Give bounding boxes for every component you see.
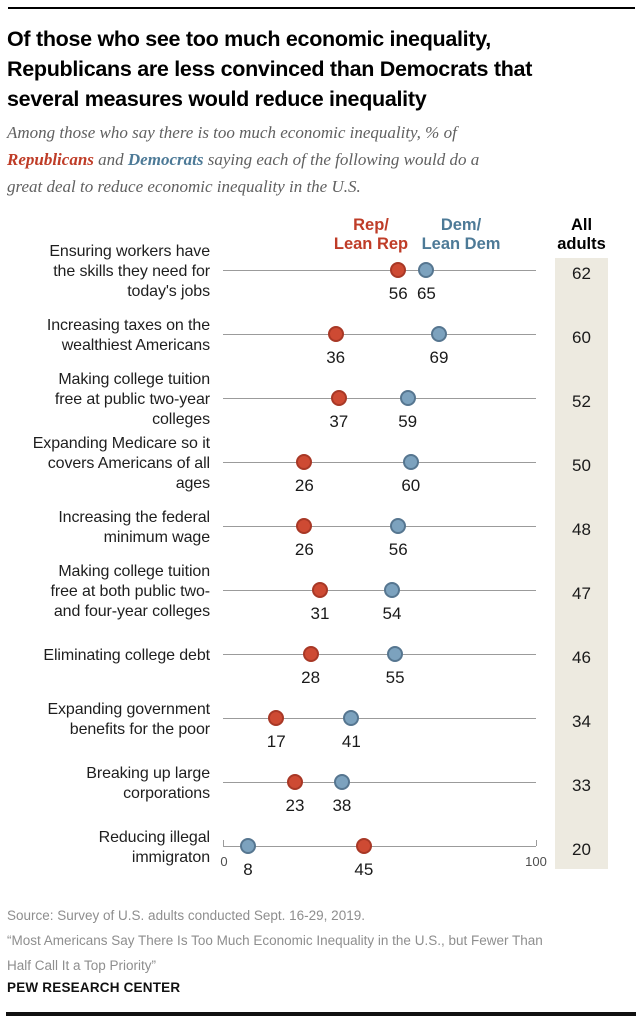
axis-tick-label: 0 (220, 854, 228, 869)
row-label: Ensuring workers have the skills they nee… (49, 243, 210, 300)
page-title: Of those who see too much economic inequ… (7, 27, 533, 111)
rep-dot (312, 582, 329, 598)
all-adults-value: 20 (572, 840, 591, 859)
rep-dot (296, 454, 313, 470)
rep-dot (296, 518, 313, 534)
row-line (223, 462, 536, 463)
subtitle-text: and (93, 150, 128, 169)
subtitle-text: great deal to reduce economic inequality… (7, 177, 361, 196)
bottom-divider (6, 1012, 636, 1016)
dem-dot (384, 582, 401, 598)
row-label: Expanding government benefits for the poo… (47, 701, 210, 738)
row-label: Reducing illegal immigraton (98, 829, 210, 866)
row-label: Increasing taxes on the wealthiest Americ… (46, 317, 210, 354)
subtitle-text: saying each of the following would do a (203, 150, 480, 169)
all-adults-value: 50 (572, 456, 591, 475)
all-adults-value: 34 (572, 712, 591, 731)
row-line (223, 654, 536, 655)
rep-value: 31 (310, 604, 330, 623)
all-adults-value: 46 (572, 648, 591, 667)
dem-dot (418, 262, 435, 278)
subtitle-dem-term: Democrats (127, 150, 204, 169)
dem-dot (390, 518, 407, 534)
axis-tick (223, 840, 224, 846)
row-label: Eliminating college debt (43, 647, 210, 664)
brand-name: PEW RESEARCH CENTER (7, 980, 181, 995)
dem-dot (333, 774, 350, 790)
row-line (223, 846, 536, 847)
row-line (223, 398, 536, 399)
all-adults-value: 52 (572, 392, 591, 411)
rep-dot (286, 774, 303, 790)
rep-dot (390, 262, 407, 278)
dem-value: 69 (429, 348, 449, 367)
page-subtitle: Among those who say there is too much ec… (7, 119, 622, 200)
row-label: Increasing the federal minimum wage (58, 509, 210, 546)
row-line (223, 334, 536, 335)
rep-dot (327, 326, 344, 342)
dem-value: 41 (341, 732, 361, 751)
row-label: Making college tuition free at both publi… (50, 563, 211, 620)
rep-value: 28 (301, 668, 321, 687)
dem-dot (430, 326, 447, 342)
subtitle-text: Among those who say there is too much ec… (7, 123, 457, 142)
rep-value: 26 (294, 476, 314, 495)
legend-rep-lean-rep: Rep/Lean Rep (333, 216, 409, 253)
legend-dem-lean-dem: Dem/Lean Dem (421, 216, 501, 253)
rep-dot (302, 646, 319, 662)
dem-dot (399, 390, 416, 406)
row-line (223, 526, 536, 527)
dem-dot (343, 710, 360, 726)
rep-value: 56 (388, 284, 408, 303)
all-adults-column-background (555, 258, 608, 869)
rep-dot (330, 390, 347, 406)
all-adults-value: 48 (572, 520, 591, 539)
dem-dot (402, 454, 419, 470)
rep-dot (268, 710, 285, 726)
row-label: Breaking up large corporations (86, 765, 210, 802)
rep-value: 36 (326, 348, 346, 367)
source-note: Source: Survey of U.S. adults conducted … (7, 908, 543, 973)
rep-value: 23 (285, 796, 305, 815)
subtitle-rep-term: Republicans (7, 150, 94, 169)
dem-value: 38 (332, 796, 352, 815)
all-adults-value: 47 (572, 584, 591, 603)
all-adults-value: 33 (572, 776, 591, 795)
dem-value: 59 (398, 412, 418, 431)
rep-value: 26 (294, 540, 314, 559)
dem-value: 54 (382, 604, 402, 623)
dem-value: 56 (388, 540, 408, 559)
axis-tick-label: 100 (525, 854, 547, 869)
all-adults-column-header: All adults (557, 216, 606, 253)
row-label: Expanding Medicare so it covers Americans… (32, 435, 210, 492)
axis-tick (536, 840, 537, 846)
row-line (223, 718, 536, 719)
row-label: Making college tuition free at public two… (54, 371, 210, 428)
dem-value: 8 (243, 860, 253, 879)
top-divider (8, 7, 635, 9)
row-line (223, 270, 536, 271)
rep-value: 37 (329, 412, 349, 431)
rep-dot (355, 838, 372, 854)
dem-value: 60 (401, 476, 421, 495)
all-adults-value: 62 (572, 264, 591, 283)
rep-value: 45 (354, 860, 374, 879)
dem-value: 65 (416, 284, 436, 303)
dem-dot (387, 646, 404, 662)
dem-value: 55 (385, 668, 405, 687)
row-line (223, 782, 536, 783)
all-adults-value: 60 (572, 328, 591, 347)
dem-dot (240, 838, 257, 854)
rep-value: 17 (266, 732, 286, 751)
row-line (223, 590, 536, 591)
